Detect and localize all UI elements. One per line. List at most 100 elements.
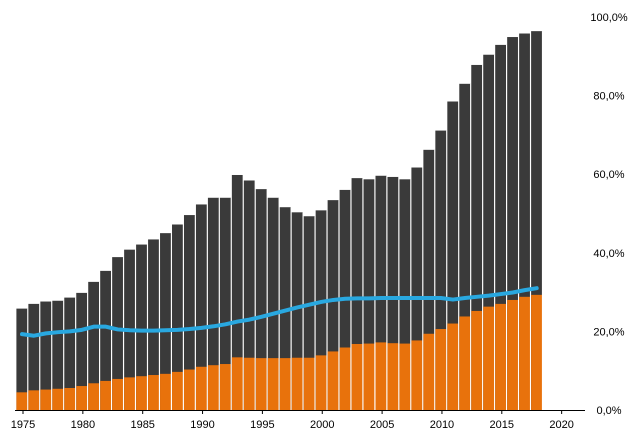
total-bar-1988 bbox=[172, 224, 184, 410]
part-bar-1995 bbox=[255, 358, 267, 410]
total-bar-1993 bbox=[231, 174, 244, 410]
part-bar-1992 bbox=[219, 364, 232, 410]
part-bars bbox=[16, 31, 543, 410]
total-bar-1991 bbox=[207, 197, 220, 410]
part-bar-1978 bbox=[52, 388, 64, 410]
part-bar-2013 bbox=[471, 310, 483, 410]
total-bar-1998 bbox=[291, 212, 303, 410]
total-bar-2001 bbox=[327, 200, 339, 410]
total-bar-1995 bbox=[255, 189, 267, 410]
total-bar-2006 bbox=[387, 176, 399, 410]
part-bar-1980 bbox=[76, 386, 88, 410]
x-tick-label-2010: 2010 bbox=[430, 419, 454, 431]
total-bar-1990 bbox=[195, 204, 208, 410]
x-tick-label-1995: 1995 bbox=[250, 419, 274, 431]
total-bar-2009 bbox=[423, 149, 435, 410]
total-bar-2000 bbox=[315, 210, 327, 410]
part-bar-2015 bbox=[495, 303, 507, 410]
total-bar-2016 bbox=[507, 37, 519, 410]
total-bar-1999 bbox=[303, 216, 315, 410]
total-bar-1976 bbox=[28, 303, 40, 410]
total-bar-1994 bbox=[243, 180, 256, 410]
total-bar-2011 bbox=[447, 101, 459, 410]
part-bar-1976 bbox=[28, 390, 40, 410]
y-tick-label-20: 20,0% bbox=[593, 326, 624, 338]
x-tick-label-2015: 2015 bbox=[490, 419, 514, 431]
x-tick-label-1975: 1975 bbox=[11, 419, 35, 431]
part-bar-2000 bbox=[315, 355, 327, 410]
total-bars bbox=[16, 31, 543, 411]
total-bar-2018 bbox=[531, 31, 543, 411]
part-bar-1994 bbox=[243, 357, 256, 410]
y-axis-ticks: 0,0% 20,0% 40,0% 60,0% 80,0% 100,0% bbox=[590, 12, 628, 417]
part-bar-2008 bbox=[411, 340, 423, 410]
total-bar-2012 bbox=[459, 83, 471, 410]
part-bar-1988 bbox=[172, 371, 184, 410]
part-bar-2007 bbox=[399, 343, 411, 410]
total-bar-2014 bbox=[483, 54, 495, 410]
part-bar-2014 bbox=[483, 306, 495, 410]
x-tick-label-2020: 2020 bbox=[549, 419, 573, 431]
part-bar-1983 bbox=[112, 378, 124, 410]
total-bar-1977 bbox=[40, 301, 52, 410]
total-bar-2013 bbox=[471, 64, 483, 410]
part-bar-2011 bbox=[447, 323, 459, 410]
total-bar-2015 bbox=[495, 44, 507, 411]
trend-line bbox=[20, 286, 539, 338]
part-bar-1987 bbox=[160, 373, 172, 410]
part-bar-1996 bbox=[267, 358, 279, 410]
part-bar-1982 bbox=[100, 380, 112, 410]
part-bar-2004 bbox=[363, 343, 375, 410]
total-bar-1975 bbox=[16, 308, 28, 410]
part-bar-2010 bbox=[435, 329, 447, 410]
total-bar-2008 bbox=[411, 167, 423, 410]
part-bar-2002 bbox=[339, 347, 351, 410]
part-bar-1986 bbox=[148, 375, 160, 410]
total-bar-2017 bbox=[519, 33, 531, 410]
total-bar-1979 bbox=[64, 297, 76, 410]
total-bar-1986 bbox=[148, 239, 160, 410]
part-bar-1979 bbox=[64, 387, 76, 410]
y-tick-label-40: 40,0% bbox=[593, 248, 624, 260]
total-bar-1982 bbox=[100, 270, 112, 410]
total-bar-2004 bbox=[363, 179, 375, 410]
total-bar-2003 bbox=[351, 178, 363, 410]
part-bar-1977 bbox=[40, 389, 52, 410]
y-tick-label-100: 100,0% bbox=[590, 12, 628, 24]
total-bar-2010 bbox=[435, 130, 447, 410]
part-bar-2009 bbox=[423, 333, 435, 410]
part-bar-2006 bbox=[387, 343, 399, 410]
part-bar-2016 bbox=[507, 299, 519, 410]
y-tick-label-60: 60,0% bbox=[593, 169, 624, 181]
total-bar-1985 bbox=[136, 244, 148, 410]
x-axis-ticks: 1975 1980 1985 1990 1995 2000 2005 2010 2015 2020 bbox=[11, 410, 574, 431]
x-tick-label-1985: 1985 bbox=[130, 419, 154, 431]
part-bar-1975 bbox=[16, 392, 28, 410]
total-bar-2005 bbox=[375, 175, 387, 410]
part-bar-1997 bbox=[279, 358, 291, 410]
part-bar-1998 bbox=[291, 357, 303, 410]
part-bar-1999 bbox=[303, 357, 315, 410]
x-tick-label-1980: 1980 bbox=[71, 419, 95, 431]
part-bar-1989 bbox=[183, 369, 196, 410]
total-bar-1980 bbox=[76, 292, 88, 410]
y-tick-label-0: 0,0% bbox=[596, 405, 621, 417]
y-tick-label-80: 80,0% bbox=[593, 91, 624, 103]
part-bar-2003 bbox=[351, 343, 363, 410]
total-bar-1987 bbox=[160, 233, 172, 410]
total-bar-1989 bbox=[183, 215, 196, 410]
total-bar-1978 bbox=[52, 300, 64, 410]
total-bar-1996 bbox=[267, 197, 279, 410]
trend-line-path bbox=[20, 286, 539, 338]
x-tick-label-2005: 2005 bbox=[370, 419, 394, 431]
part-bar-1993 bbox=[231, 357, 244, 410]
part-bar-2005 bbox=[375, 342, 387, 410]
part-bar-1985 bbox=[136, 376, 148, 410]
part-bar-2012 bbox=[459, 316, 471, 410]
total-bar-2007 bbox=[399, 179, 411, 410]
part-bar-2018 bbox=[531, 294, 543, 410]
total-bar-1992 bbox=[219, 197, 232, 410]
total-bar-1981 bbox=[88, 281, 100, 410]
